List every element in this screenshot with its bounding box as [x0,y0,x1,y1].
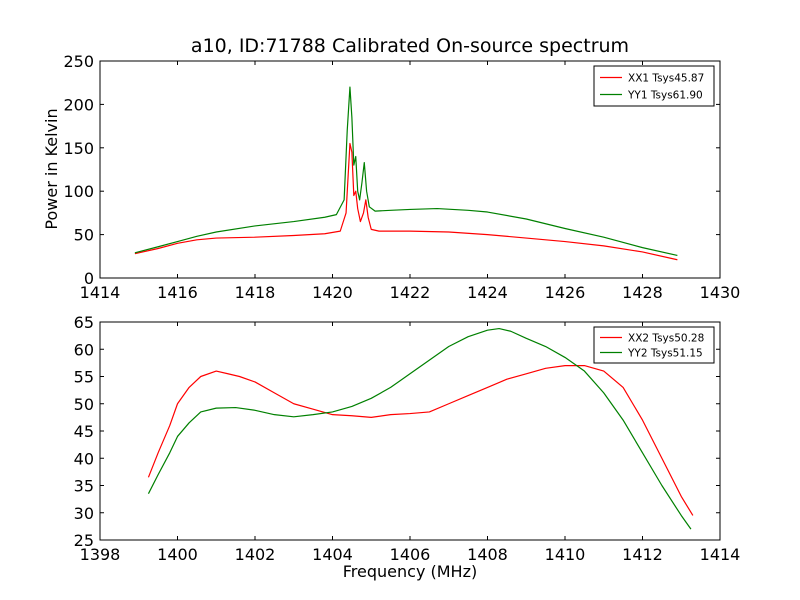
legend-label-top-2: YY1 Tsys61.90 [627,90,703,102]
x-tick-label-bottom: 1406 [390,545,431,564]
series-line-bottom-1 [147,365,694,516]
y-tick-label-bottom: 35 [74,477,94,496]
legend-label-top-1: XX1 Tsys45.87 [628,73,704,85]
y-tick-label-bottom: 45 [74,422,94,441]
x-tick-label-top: 1430 [700,283,741,302]
series-line-top-1 [134,142,678,261]
y-tick-label-bottom: 65 [74,313,94,332]
plot-area-bottom: 1398 1400 1402 1404 1406 1408 1410 1412 1414 25 30… [74,313,741,564]
x-tick-label-top: 1426 [545,283,586,302]
x-tick-label-top: 1416 [157,283,198,302]
x-tick-label-bottom: 1402 [235,545,276,564]
chart-title: a10, ID:71788 Calibrated On-source spect… [191,35,629,57]
legend-top: XX1 Tsys45.87 YY1 Tsys61.90 [593,65,715,107]
x-tick-label-top: 1414 [80,283,121,302]
x-tick-label-bottom: 1410 [545,545,586,564]
chart-bottom: Frequency (MHz) 1398 1400 1402 1404 1406 1408… [74,313,741,581]
y-tick-label-bottom: 30 [74,504,94,523]
x-axis-label-bottom: Frequency (MHz) [343,562,477,581]
legend-box-top [593,65,715,107]
x-tick-label-bottom: 1414 [700,545,741,564]
x-tick-label-top: 1428 [622,283,663,302]
series-line-bottom-2 [147,327,692,530]
y-tick-label-bottom: 50 [74,395,94,414]
legend-box-bottom [593,326,715,364]
x-tick-label-bottom: 1408 [467,545,508,564]
chart-top: a10, ID:71788 Calibrated On-source spect… [42,35,740,302]
y-tick-label-bottom: 25 [74,531,94,550]
x-tick-label-bottom: 1412 [622,545,663,564]
series-line-top-2 [134,86,678,257]
plot-area-top: 1414 1416 1418 1420 1422 1424 1426 1428 1430 0 50 1… [63,52,740,302]
y-tick-label-bottom: 60 [74,340,94,359]
y-tick-label-top: 200 [63,95,94,114]
x-tick-label-top: 1424 [467,283,508,302]
legend-label-bottom-2: YY2 Tsys51.15 [627,348,703,360]
x-tick-label-bottom: 1404 [312,545,353,564]
y-tick-label-top: 50 [74,226,94,245]
x-tick-label-top: 1420 [312,283,353,302]
y-tick-label-top: 0 [84,269,94,288]
x-tick-label-bottom: 1398 [80,545,121,564]
y-tick-label-top: 250 [63,52,94,71]
y-tick-label-bottom: 55 [74,368,94,387]
x-tick-label-top: 1418 [235,283,276,302]
y-tick-label-top: 150 [63,139,94,158]
y-tick-label-top: 100 [63,182,94,201]
y-axis-label-top: Power in Kelvin [42,108,61,229]
y-tick-label-bottom: 40 [74,449,94,468]
legend-label-bottom-1: XX2 Tsys50.28 [628,333,704,345]
x-tick-label-top: 1422 [390,283,431,302]
legend-bottom: XX2 Tsys50.28 YY2 Tsys51.15 [593,326,715,364]
x-tick-label-bottom: 1400 [157,545,198,564]
